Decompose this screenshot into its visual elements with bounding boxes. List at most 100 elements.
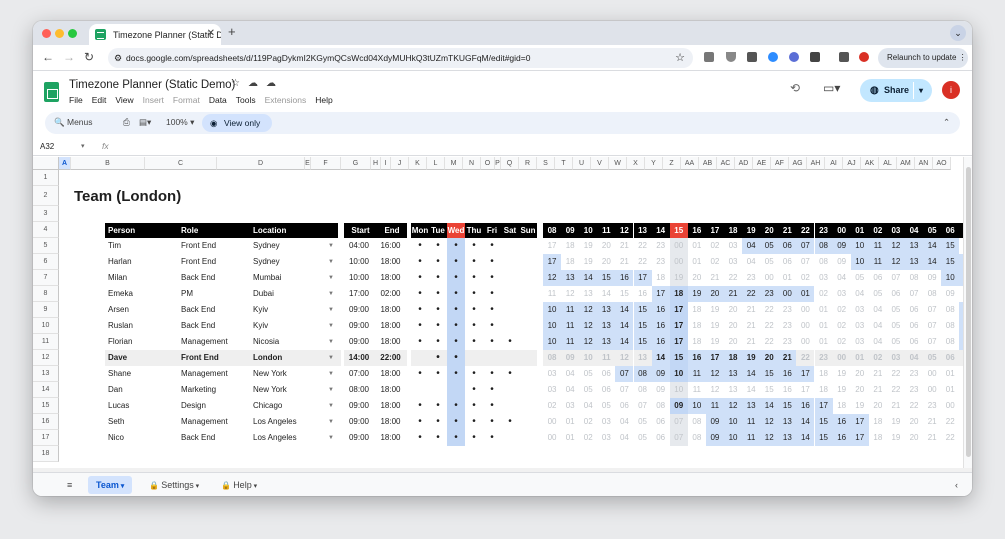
column-header-AA[interactable]: AA <box>681 157 699 170</box>
column-header-Y[interactable]: Y <box>645 157 663 170</box>
extension-icon-4[interactable] <box>768 52 778 62</box>
bookmark-star-icon[interactable]: ☆ <box>675 52 685 64</box>
sheet-tab-team[interactable]: Team ▾ <box>88 476 133 494</box>
column-header-L[interactable]: L <box>427 157 445 170</box>
spreadsheet-grid[interactable]: A B C D E F G H I J K L M N O P Q R S T U V W X Y Z AA AB AC AD AE AF AG… <box>33 157 963 469</box>
menu-format[interactable]: Format <box>172 95 200 105</box>
labs-flask-icon[interactable] <box>839 52 849 62</box>
column-header-C[interactable]: C <box>145 157 217 170</box>
column-header-AC[interactable]: AC <box>717 157 735 170</box>
row-header-5[interactable]: 5 <box>33 238 59 254</box>
menu-data[interactable]: Data <box>208 95 227 105</box>
all-sheets-menu-icon[interactable]: ≡ <box>67 480 73 490</box>
location-dropdown-chevron-icon[interactable]: ▼ <box>328 403 334 409</box>
search-menus-label[interactable]: Menus <box>67 117 93 127</box>
column-header-N[interactable]: N <box>463 157 481 170</box>
new-tab-plus-icon[interactable]: + <box>228 24 236 39</box>
back-arrow-icon[interactable]: ← <box>42 50 54 64</box>
column-header-Q[interactable]: Q <box>501 157 519 170</box>
location-dropdown-chevron-icon[interactable]: ▼ <box>328 435 334 441</box>
profile-avatar-small[interactable] <box>859 52 869 62</box>
share-dropdown-chevron-icon[interactable]: ▾ <box>919 86 924 95</box>
search-menus-icon[interactable]: 🔍 <box>54 117 65 127</box>
sheet-tab-menu-chevron-icon[interactable]: ▾ <box>193 483 200 490</box>
column-header-AD[interactable]: AD <box>735 157 753 170</box>
user-avatar[interactable]: i <box>942 81 960 99</box>
collapse-toolbar-chevron-icon[interactable]: ⌃ <box>943 117 951 127</box>
column-header-M[interactable]: M <box>445 157 463 170</box>
column-header-S[interactable]: S <box>537 157 555 170</box>
column-header-G[interactable]: G <box>341 157 371 170</box>
extension-icon-3[interactable] <box>747 52 757 62</box>
sheet-tab-menu-chevron-icon[interactable]: ▾ <box>251 483 258 490</box>
tab-search-chevron-icon[interactable]: ⌄ <box>950 25 966 41</box>
row-header-10[interactable]: 10 <box>33 318 59 334</box>
row-header-14[interactable]: 14 <box>33 382 59 398</box>
column-header-A[interactable]: A <box>59 157 71 170</box>
column-header-O[interactable]: O <box>481 157 495 170</box>
share-button[interactable]: ◍ Share ▾ <box>860 79 932 102</box>
location-dropdown-chevron-icon[interactable]: ▼ <box>328 259 334 265</box>
column-header-U[interactable]: U <box>573 157 591 170</box>
document-title[interactable]: Timezone Planner (Static Demo) <box>69 79 236 91</box>
location-dropdown-chevron-icon[interactable]: ▼ <box>328 275 334 281</box>
menu-edit[interactable]: Edit <box>91 95 107 105</box>
vertical-scroll-thumb[interactable] <box>966 167 971 457</box>
vertical-scrollbar[interactable] <box>963 157 972 469</box>
url-field[interactable]: ⚙ docs.google.com/spreadsheets/d/119PagD… <box>108 48 693 68</box>
row-header-7[interactable]: 7 <box>33 270 59 286</box>
column-header-H[interactable]: H <box>371 157 381 170</box>
horizontal-scrollbar[interactable] <box>33 468 972 472</box>
column-header-AM[interactable]: AM <box>897 157 915 170</box>
location-dropdown-chevron-icon[interactable]: ▼ <box>328 323 334 329</box>
location-dropdown-chevron-icon[interactable]: ▼ <box>328 307 334 313</box>
column-header-T[interactable]: T <box>555 157 573 170</box>
column-header-AH[interactable]: AH <box>807 157 825 170</box>
paint-format-icon[interactable]: ▤▾ <box>139 117 152 127</box>
doc-status-icons[interactable]: ☆☁☁ <box>231 78 284 89</box>
row-header-2[interactable]: 2 <box>33 186 59 206</box>
menu-view[interactable]: View <box>115 95 134 105</box>
row-header-11[interactable]: 11 <box>33 334 59 350</box>
column-header-AI[interactable]: AI <box>825 157 843 170</box>
menu-tools[interactable]: Tools <box>235 95 256 105</box>
column-header-F[interactable]: F <box>311 157 341 170</box>
column-header-AK[interactable]: AK <box>861 157 879 170</box>
extension-icon-2[interactable] <box>726 52 736 62</box>
extension-icon-1[interactable] <box>704 52 714 62</box>
column-header-B[interactable]: B <box>71 157 145 170</box>
sheet-nav-arrow-icon[interactable]: ‹ <box>955 480 958 490</box>
column-header-AB[interactable]: AB <box>699 157 717 170</box>
location-dropdown-chevron-icon[interactable]: ▼ <box>328 387 334 393</box>
tab-close-icon[interactable]: ✕ <box>206 28 215 39</box>
zoom-window-dot[interactable] <box>68 29 77 38</box>
row-header-8[interactable]: 8 <box>33 286 59 302</box>
relaunch-button[interactable]: Relaunch to update ⋮ <box>878 48 968 68</box>
menu-file[interactable]: File <box>69 95 83 105</box>
column-header-R[interactable]: R <box>519 157 537 170</box>
sheets-logo-icon[interactable] <box>44 82 59 102</box>
row-header-6[interactable]: 6 <box>33 254 59 270</box>
row-header-18[interactable]: 18 <box>33 446 59 462</box>
print-icon[interactable]: ⎙ <box>123 117 130 127</box>
close-window-dot[interactable] <box>42 29 51 38</box>
sheet-tab-settings[interactable]: 🔒 Settings ▾ <box>141 476 207 494</box>
sheet-tab-help[interactable]: 🔒 Help ▾ <box>213 476 265 494</box>
column-header-E[interactable]: E <box>305 157 311 170</box>
row-header-16[interactable]: 16 <box>33 414 59 430</box>
name-box[interactable]: A32 <box>40 142 55 151</box>
minimize-window-dot[interactable] <box>55 29 64 38</box>
reload-icon[interactable]: ↻ <box>84 50 95 64</box>
row-header-9[interactable]: 9 <box>33 302 59 318</box>
menu-insert[interactable]: Insert <box>142 95 164 105</box>
version-history-icon[interactable]: ⟲ <box>790 81 801 95</box>
location-dropdown-chevron-icon[interactable]: ▼ <box>328 291 334 297</box>
row-header-17[interactable]: 17 <box>33 430 59 446</box>
column-header-AG[interactable]: AG <box>789 157 807 170</box>
column-header-P[interactable]: P <box>495 157 501 170</box>
location-dropdown-chevron-icon[interactable]: ▼ <box>328 243 334 249</box>
column-header-X[interactable]: X <box>627 157 645 170</box>
column-header-W[interactable]: W <box>609 157 627 170</box>
column-header-V[interactable]: V <box>591 157 609 170</box>
column-header-AN[interactable]: AN <box>915 157 933 170</box>
